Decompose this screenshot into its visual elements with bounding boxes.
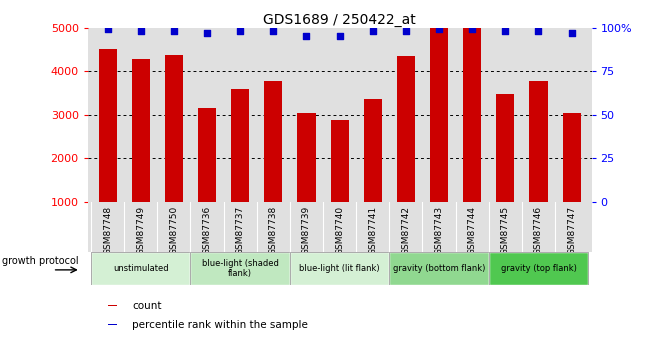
Bar <box>190 252 290 285</box>
Bar <box>198 108 216 202</box>
Bar <box>91 252 190 285</box>
Bar <box>297 114 316 202</box>
Point <box>334 33 345 39</box>
Bar <box>330 120 349 202</box>
Text: count: count <box>132 301 162 311</box>
Bar <box>396 56 415 202</box>
Bar <box>108 324 117 325</box>
Point <box>500 28 510 34</box>
Point <box>169 28 179 34</box>
Title: GDS1689 / 250422_at: GDS1689 / 250422_at <box>263 12 416 27</box>
Text: gravity (bottom flank): gravity (bottom flank) <box>393 264 486 273</box>
Point <box>268 28 279 34</box>
Bar <box>290 252 389 285</box>
Text: GSM87744: GSM87744 <box>468 206 476 255</box>
Bar <box>389 252 489 285</box>
Text: GSM87750: GSM87750 <box>170 206 178 255</box>
Bar <box>91 252 190 285</box>
Bar <box>231 89 250 202</box>
Bar <box>132 59 150 202</box>
Point <box>202 30 213 36</box>
Bar <box>463 1 481 202</box>
Text: GSM87749: GSM87749 <box>136 206 146 255</box>
Bar <box>108 305 117 306</box>
Bar <box>430 20 448 202</box>
Bar <box>165 55 183 202</box>
Text: GSM87748: GSM87748 <box>103 206 112 255</box>
Bar <box>190 252 290 285</box>
Point <box>367 28 378 34</box>
Point <box>302 33 312 39</box>
Bar <box>489 252 588 285</box>
Point <box>400 28 411 34</box>
Text: GSM87739: GSM87739 <box>302 206 311 255</box>
Bar <box>562 113 580 202</box>
Text: GSM87738: GSM87738 <box>269 206 278 255</box>
Bar <box>529 81 547 202</box>
Text: GSM87737: GSM87737 <box>236 206 244 255</box>
Text: GSM87743: GSM87743 <box>435 206 443 255</box>
Point <box>533 28 543 34</box>
Text: GSM87736: GSM87736 <box>203 206 211 255</box>
Text: percentile rank within the sample: percentile rank within the sample <box>132 320 308 329</box>
Bar <box>363 99 382 202</box>
Text: unstimulated: unstimulated <box>113 264 168 273</box>
Text: blue-light (lit flank): blue-light (lit flank) <box>299 264 380 273</box>
Bar <box>389 252 489 285</box>
Point <box>566 30 577 36</box>
Text: GSM87747: GSM87747 <box>567 206 576 255</box>
Text: blue-light (shaded
flank): blue-light (shaded flank) <box>202 258 279 278</box>
Point <box>136 28 146 34</box>
Point <box>434 27 444 32</box>
Bar <box>99 49 117 202</box>
Text: GSM87742: GSM87742 <box>402 206 410 255</box>
Point <box>467 27 477 32</box>
Bar <box>290 252 389 285</box>
Bar <box>496 94 514 202</box>
Point <box>103 27 113 32</box>
Text: growth protocol: growth protocol <box>2 256 79 266</box>
Bar <box>489 252 588 285</box>
Point <box>235 28 246 34</box>
Text: GSM87740: GSM87740 <box>335 206 344 255</box>
Text: GSM87741: GSM87741 <box>369 206 377 255</box>
Text: gravity (top flank): gravity (top flank) <box>500 264 577 273</box>
Text: GSM87746: GSM87746 <box>534 206 543 255</box>
Text: GSM87745: GSM87745 <box>501 206 510 255</box>
Bar <box>265 81 283 202</box>
